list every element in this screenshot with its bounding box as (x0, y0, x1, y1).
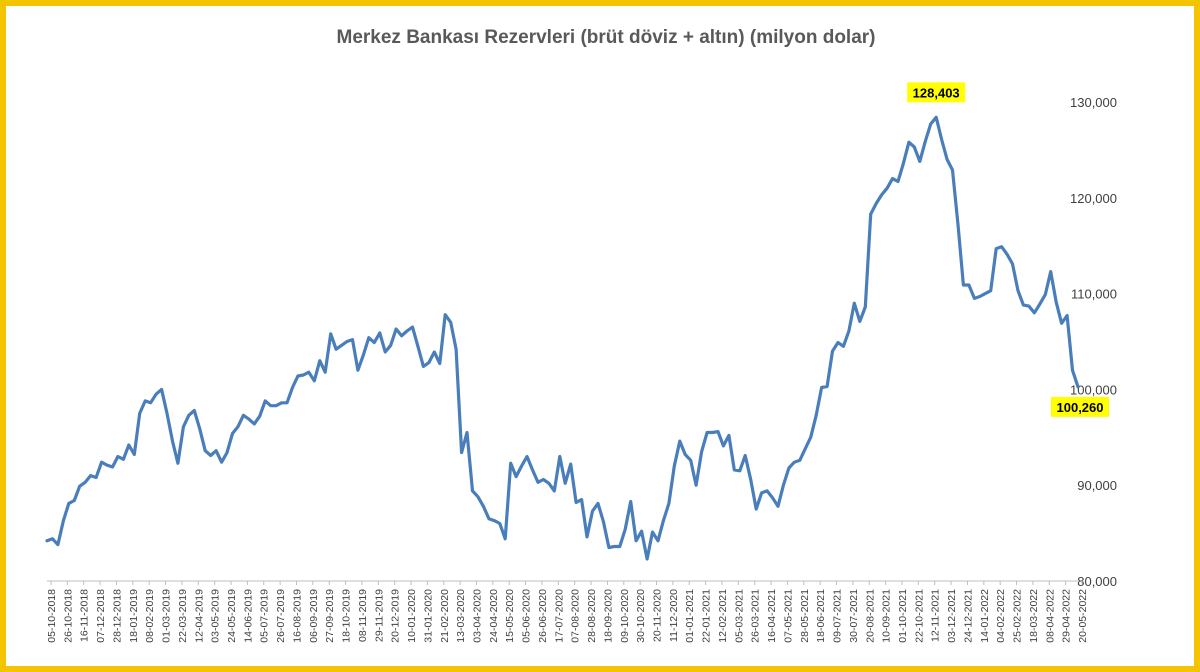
x-tick-label: 08-02-2019 (144, 589, 156, 643)
x-tick-label: 18-01-2019 (128, 589, 140, 643)
x-tick-label: 12-11-2021 (930, 589, 942, 642)
x-tick-label: 09-10-2020 (619, 589, 631, 643)
x-tick-label: 17-07-2020 (553, 589, 565, 643)
x-tick-label: 25-02-2022 (1012, 589, 1024, 643)
callout-label: 100,260 (1057, 400, 1104, 415)
x-tick-label: 07-05-2021 (782, 589, 794, 643)
x-tick-label: 03-12-2021 (946, 589, 958, 643)
x-tick-label: 16-08-2019 (291, 589, 303, 643)
x-tick-label: 29-11-2019 (373, 589, 385, 642)
x-tick-label: 26-07-2019 (275, 589, 287, 643)
x-tick-label: 04-02-2022 (995, 589, 1007, 643)
x-tick-label: 05-10-2018 (46, 589, 58, 643)
x-tick-label: 07-08-2020 (570, 589, 582, 643)
x-tick-label: 29-04-2022 (1061, 589, 1073, 643)
x-tick-label: 11-12-2020 (668, 589, 680, 642)
x-tick-label: 20-12-2019 (390, 589, 402, 643)
x-axis-labels: 05-10-2018 26-10-2018 16-11-2018 07-12-2018… (46, 589, 1089, 643)
x-tick-label: 18-09-2020 (602, 589, 614, 643)
x-tick-label: 28-12-2018 (111, 589, 123, 643)
y-tick-label: 80,000 (1077, 574, 1117, 589)
x-tick-label: 22-10-2021 (913, 589, 925, 643)
x-tick-label: 14-06-2019 (242, 589, 254, 643)
x-tick-label: 24-12-2021 (962, 589, 974, 643)
x-tick-label: 01-01-2021 (684, 589, 696, 643)
x-tick-label: 28-08-2020 (586, 589, 598, 643)
x-tick-label: 03-04-2020 (471, 589, 483, 643)
x-tick-label: 21-02-2020 (439, 589, 451, 643)
x-tick-label: 05-07-2019 (259, 589, 271, 643)
x-tick-label: 10-09-2021 (881, 589, 893, 643)
x-tick-label: 24-05-2019 (226, 589, 238, 643)
x-tick-label: 05-03-2021 (733, 589, 745, 643)
x-tick-label: 31-01-2020 (422, 589, 434, 643)
x-axis-ticks (50, 581, 1083, 585)
series-line-reserves (45, 115, 1080, 561)
callout-max-value: 128,403 (907, 82, 966, 103)
callout-background (907, 82, 966, 103)
x-tick-label: 16-11-2018 (79, 589, 91, 642)
x-tick-label: 18-03-2022 (1028, 589, 1040, 643)
x-tick-label: 09-07-2021 (832, 589, 844, 643)
callout-last-value: 100,260 (1051, 396, 1109, 417)
x-tick-label: 13-03-2020 (455, 589, 467, 643)
y-tick-label: 110,000 (1071, 287, 1117, 302)
x-tick-label: 12-02-2021 (717, 589, 729, 643)
y-tick-label: 120,000 (1070, 191, 1117, 206)
x-tick-label: 26-06-2020 (537, 589, 549, 643)
callout-label: 128,403 (913, 85, 960, 100)
x-tick-label: 28-05-2021 (799, 589, 811, 643)
x-tick-label: 20-08-2021 (864, 589, 876, 643)
x-tick-label: 24-04-2020 (488, 589, 500, 643)
x-tick-label: 27-09-2019 (324, 589, 336, 643)
y-axis: 80,000 90,000 100,000 110,000 120,000 130,000 (1070, 95, 1117, 589)
x-tick-label: 10-01-2020 (406, 589, 418, 643)
x-tick-label: 20-05-2022 (1077, 589, 1089, 643)
x-tick-label: 06-09-2019 (308, 589, 320, 643)
x-tick-label: 14-01-2022 (979, 589, 991, 643)
x-tick-label: 18-10-2019 (341, 589, 353, 643)
callouts: 128,403 100,260 (907, 82, 1109, 417)
x-tick-label: 22-03-2019 (177, 589, 189, 643)
y-tick-label: 130,000 (1070, 95, 1117, 110)
callout-background (1051, 396, 1109, 417)
x-tick-label: 22-01-2021 (701, 589, 713, 643)
x-tick-label: 05-06-2020 (521, 589, 533, 643)
x-tick-label: 03-05-2019 (210, 589, 222, 643)
x-tick-label: 01-10-2021 (897, 589, 909, 643)
y-tick-label: 100,000 (1070, 382, 1117, 397)
x-tick-label: 15-05-2020 (504, 589, 516, 643)
chart-title: Merkez Bankası Rezervleri (brüt döviz + … (337, 27, 876, 48)
x-tick-label: 20-11-2020 (652, 589, 664, 642)
x-tick-label: 26-03-2021 (750, 589, 762, 643)
x-tick-label: 30-07-2021 (848, 589, 860, 643)
x-tick-label: 01-03-2019 (161, 589, 173, 643)
x-tick-label: 18-06-2021 (815, 589, 827, 643)
x-tick-label: 30-10-2020 (635, 589, 647, 643)
x-tick-label: 12-04-2019 (193, 589, 205, 643)
x-tick-label: 08-04-2022 (1044, 589, 1056, 643)
x-tick-label: 26-10-2018 (62, 589, 74, 643)
y-tick-label: 90,000 (1077, 478, 1117, 493)
x-tick-label: 16-04-2021 (766, 589, 778, 643)
x-tick-label: 08-11-2019 (357, 589, 369, 642)
x-tick-label: 07-12-2018 (95, 589, 107, 643)
